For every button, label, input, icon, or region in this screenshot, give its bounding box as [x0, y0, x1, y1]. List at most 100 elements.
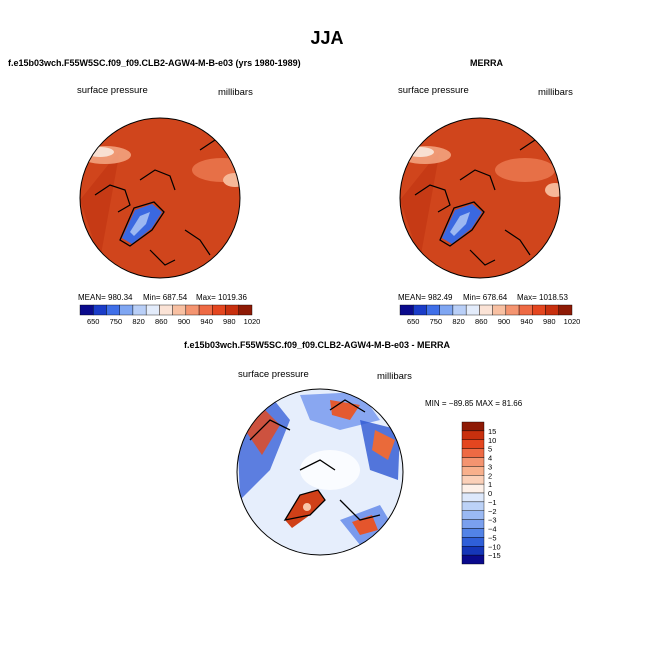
- colorbar-2-tick-label: 940: [520, 317, 533, 326]
- colorbar-2-swatch: [492, 304, 507, 316]
- colorbar-1-tick-label: 980: [223, 317, 236, 326]
- map1-dark-shade: [80, 150, 120, 260]
- map1-greenland-core: [130, 212, 150, 236]
- map3-coast: [249, 399, 381, 521]
- colorbar-1-swatch: [185, 304, 200, 316]
- map1-light-patch: [223, 173, 240, 187]
- colorbar-2-tick-label: 860: [475, 317, 488, 326]
- colorbar-3-swatch: [461, 483, 485, 494]
- colorbar-2-swatch: [505, 304, 520, 316]
- colorbar-3-swatch: [461, 475, 485, 485]
- map2-greenland-coast: [439, 201, 485, 247]
- colorbar-1-tick-label: 860: [155, 317, 168, 326]
- colorbar-3-swatch: [461, 439, 485, 449]
- panel3-right-label: millibars: [377, 371, 412, 382]
- colorbar-3-tick-label: 15: [488, 427, 496, 436]
- panel1-mean: MEAN= 980.34: [78, 293, 133, 302]
- panel2-mean: MEAN= 982.49: [398, 293, 453, 302]
- colorbar-3-tick-label: −5: [488, 533, 497, 542]
- map1-greenland-coast: [119, 201, 165, 247]
- panel3-title: f.e15b03wch.F55W5SC.f09_f09.CLB2-AGW4-M-…: [184, 340, 451, 350]
- map2-greenland-core: [450, 212, 470, 236]
- colorbar-2-swatch: [439, 304, 454, 316]
- colorbar-2-swatch: [532, 304, 546, 316]
- colorbar-1-tick-label: 940: [200, 317, 213, 326]
- panel1-title: f.e15b03wch.F55W5SC.f09_f09.CLB2-AGW4-M-…: [8, 58, 301, 68]
- colorbar-2-swatch: [465, 304, 480, 316]
- page-title: JJA: [310, 28, 344, 48]
- colorbar-3-tick-label: −3: [488, 516, 497, 525]
- colorbar-2-tick-label: 980: [543, 317, 556, 326]
- colorbar-3-swatch: [461, 448, 485, 458]
- colorbar-3-swatch: [461, 457, 485, 467]
- colorbar-3-swatch: [461, 554, 485, 565]
- colorbar-1-swatch: [93, 304, 107, 316]
- colorbar-3-tick-label: 5: [488, 445, 492, 454]
- panel1-left-label: surface pressure: [77, 85, 148, 96]
- panel2-right-label: millibars: [538, 87, 573, 98]
- colorbar-1-swatch: [198, 304, 213, 316]
- colorbar-1-tick-label: 900: [178, 317, 191, 326]
- colorbar-3-tick-label: −15: [488, 551, 501, 560]
- panel2-min: Min= 678.64: [463, 293, 508, 302]
- map1-boundary: [79, 117, 241, 279]
- colorbar-1-tick-label: 1020: [244, 317, 261, 326]
- panel1-min: Min= 687.54: [143, 293, 188, 302]
- colorbar-3-tick-label: −10: [488, 542, 501, 551]
- colorbar-1: 650 750 820 860 900 940 980 1020: [79, 304, 261, 326]
- colorbar-2-tick-label: 650: [407, 317, 420, 326]
- colorbar-3-swatch: [461, 421, 485, 432]
- colorbar-1-swatch: [79, 304, 94, 316]
- colorbar-3-swatch: [461, 492, 485, 503]
- map3-southeast-red: [352, 515, 378, 535]
- colorbar-1-swatch: [159, 304, 173, 316]
- colorbar-3-swatch: [461, 537, 485, 547]
- panel3-left-label: surface pressure: [238, 369, 309, 380]
- colorbar-3-swatch: [461, 466, 485, 476]
- panel1-right-label: millibars: [218, 87, 253, 98]
- panel2-title: MERRA: [470, 58, 503, 68]
- colorbar-1-tick-label: 820: [132, 317, 145, 326]
- colorbar-1-swatch: [212, 304, 226, 316]
- map2-coast-1: [414, 139, 551, 266]
- colorbar-2-swatch: [399, 304, 414, 316]
- map2-light-band: [495, 158, 555, 182]
- map3-boundary: [236, 388, 404, 556]
- map2-dark-shade: [400, 150, 440, 260]
- colorbar-3-swatch: [461, 510, 485, 520]
- map2-northpacific-pale: [406, 147, 434, 157]
- colorbar-3-swatch: [461, 430, 485, 440]
- colorbar-3-tick-label: 4: [488, 454, 492, 463]
- colorbar-1-swatch: [119, 304, 134, 316]
- colorbar-2-tick-label: 750: [430, 317, 443, 326]
- map1-coast-1: [94, 139, 231, 266]
- colorbar-1-swatch: [145, 304, 160, 316]
- colorbar-3-tick-label: −4: [488, 525, 497, 534]
- panel1-max: Max= 1019.36: [196, 293, 247, 302]
- colorbar-2-tick-label: 820: [452, 317, 465, 326]
- colorbar-3-tick-label: −1: [488, 498, 497, 507]
- colorbar-3-swatch: [461, 528, 485, 538]
- panel2-max: Max= 1018.53: [517, 293, 568, 302]
- colorbar-1-tick-label: 650: [87, 317, 100, 326]
- map3-greenland-spot: [303, 503, 311, 511]
- colorbar-3-tick-label: 10: [488, 436, 496, 445]
- colorbar-3-swatch: [461, 519, 485, 529]
- colorbar-2-swatch: [479, 304, 493, 316]
- colorbar-2-swatch: [518, 304, 533, 316]
- colorbar-2: 650 750 820 860 900 940 980 1020: [399, 304, 581, 326]
- map1-light-band: [192, 158, 240, 182]
- colorbar-3-tick-label: 1: [488, 480, 492, 489]
- map2-polar-plot: [399, 117, 561, 279]
- panel3-minmax: MIN = −89.85 MAX = 81.66: [425, 399, 523, 408]
- colorbar-1-swatch: [106, 304, 120, 316]
- colorbar-2-tick-label: 1020: [564, 317, 581, 326]
- colorbar-1-swatch: [238, 304, 253, 316]
- colorbar-2-swatch: [413, 304, 427, 316]
- panel2-left-label: surface pressure: [398, 85, 469, 96]
- colorbar-3-tick-label: 3: [488, 462, 492, 471]
- colorbar-3-tick-label: 2: [488, 471, 492, 480]
- map1-polar-plot: [79, 117, 241, 279]
